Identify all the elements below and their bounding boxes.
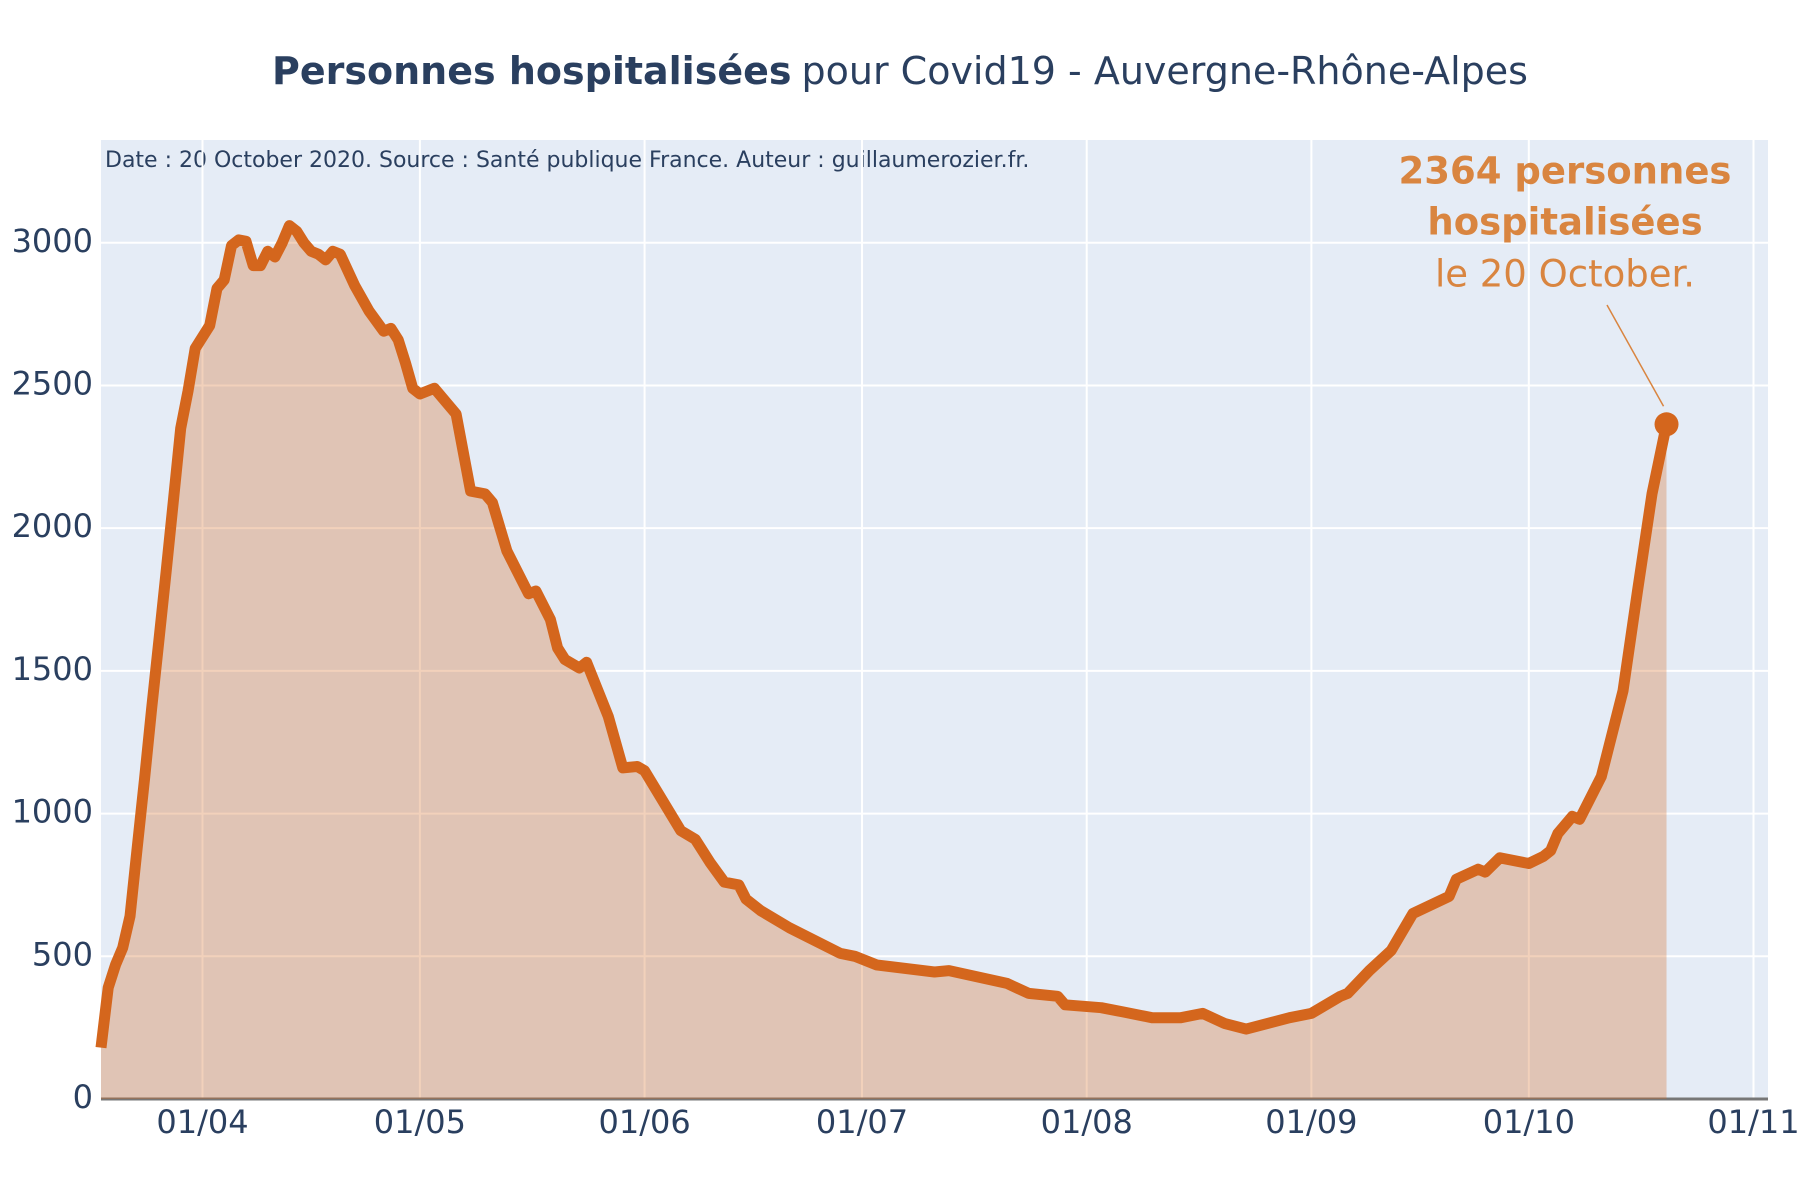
annotation-arrow: [1606, 304, 1665, 407]
y-tick-label: 3000: [12, 222, 93, 260]
end-marker: [1654, 412, 1679, 437]
annotation-bold: hospitalisées: [1427, 201, 1702, 244]
y-tick-label: 0: [73, 1078, 93, 1116]
x-tick-label: 01/06: [598, 1103, 690, 1141]
annotation-text: le 20 October.: [1435, 253, 1695, 296]
y-tick-label: 1000: [12, 793, 93, 831]
x-tick-label: 01/05: [374, 1103, 466, 1141]
line: [95, 220, 1672, 1049]
source-note: Date : 20 October 2020. Source : Santé p…: [105, 148, 1029, 173]
chart-title: Personnes hospitalisées pour Covid19 - Au…: [272, 49, 1528, 93]
y-tick-label: 2500: [12, 364, 93, 402]
x-tick-label: 01/04: [156, 1103, 248, 1141]
annotation-bold: 2364 personnes: [1399, 150, 1732, 193]
plot-background: [101, 140, 1768, 1099]
x-tick-label: 01/10: [1483, 1103, 1575, 1141]
x-tick-label: 01/08: [1041, 1103, 1133, 1141]
area: [101, 225, 1667, 1100]
x-tick-label: 01/09: [1265, 1103, 1357, 1141]
x-tick-label: 01/07: [816, 1103, 908, 1141]
title-bold: Personnes hospitalisées: [272, 49, 791, 93]
x-tick-label: 01/11: [1707, 1103, 1799, 1141]
y-tick-label: 1500: [12, 650, 93, 688]
y-tick-label: 500: [32, 935, 93, 973]
title-rest: pour Covid19 - Auvergne-Rhône-Alpes: [802, 49, 1528, 93]
y-tick-label: 2000: [12, 507, 93, 545]
